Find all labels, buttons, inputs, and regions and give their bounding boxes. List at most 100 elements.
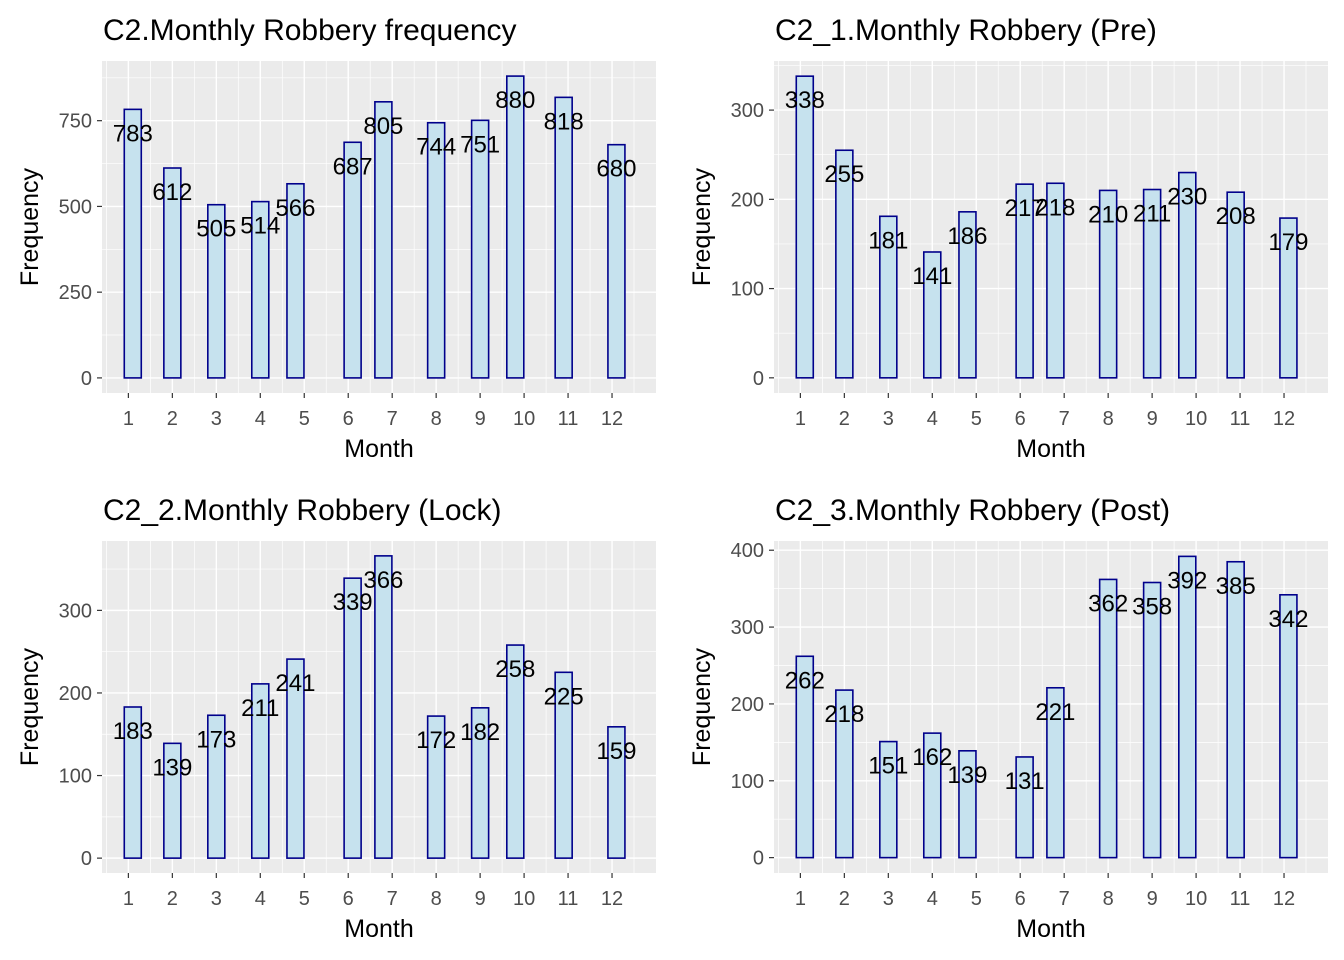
bar — [286, 658, 305, 859]
bar — [1098, 189, 1118, 379]
x-tick-label: 9 — [475, 408, 486, 430]
bar — [879, 215, 898, 379]
bar — [795, 655, 815, 859]
y-tick-label: 750 — [59, 111, 92, 133]
y-tick-label: 100 — [731, 771, 764, 793]
data-label: 342 — [1268, 606, 1308, 633]
bar — [250, 200, 270, 379]
x-tick-label: 7 — [387, 888, 398, 910]
x-tick-label: 12 — [601, 888, 623, 910]
x-tick-label: 8 — [1103, 408, 1114, 430]
x-tick-label: 10 — [1185, 408, 1207, 430]
bar — [1015, 183, 1034, 379]
data-label: 179 — [1268, 229, 1308, 256]
data-label: 183 — [113, 718, 153, 745]
x-tick-label: 5 — [971, 408, 982, 430]
y-tick-label: 300 — [59, 600, 92, 622]
data-label: 751 — [460, 131, 500, 158]
x-axis-title: Month — [344, 435, 413, 463]
y-tick-label: 100 — [59, 766, 92, 788]
x-tick-label: 1 — [795, 888, 806, 910]
x-tick-label: 11 — [1230, 408, 1251, 430]
x-axis-title: Month — [1016, 915, 1085, 943]
data-label: 514 — [240, 213, 280, 240]
x-tick-label: 3 — [211, 888, 222, 910]
y-axis-title: Frequency — [688, 647, 716, 766]
chart-panel-lock: C2_2.Monthly Robbery (Lock) 0 100 200 300 1 2 3… — [0, 480, 672, 960]
y-tick-label: 500 — [59, 196, 92, 218]
x-tick-label: 8 — [431, 888, 442, 910]
bar — [123, 108, 143, 379]
bar — [207, 203, 226, 379]
chart-title: C2_1.Monthly Robbery (Pre) — [775, 14, 1157, 47]
bar — [506, 75, 525, 379]
data-label: 181 — [868, 227, 908, 254]
bar — [922, 251, 942, 379]
x-tick-label: 1 — [795, 408, 806, 430]
chart-svg: C2_3.Monthly Robbery (Post) 0 100 200 300 400… — [688, 494, 1328, 943]
data-label: 221 — [1035, 699, 1075, 726]
x-tick-label: 1 — [123, 888, 134, 910]
y-tick-label: 0 — [753, 848, 764, 870]
data-label: 218 — [824, 701, 864, 728]
data-label: 139 — [152, 754, 192, 781]
x-tick-label: 10 — [1185, 888, 1207, 910]
bar — [163, 742, 182, 859]
x-tick-label: 6 — [1015, 888, 1026, 910]
x-tick-label: 7 — [1059, 408, 1070, 430]
y-tick-label: 0 — [753, 368, 764, 390]
data-label: 186 — [947, 223, 987, 250]
data-label: 173 — [196, 726, 236, 753]
x-tick-label: 2 — [167, 408, 178, 430]
bar — [1279, 593, 1298, 859]
data-label: 218 — [1035, 194, 1075, 221]
x-tick-label: 4 — [255, 408, 266, 430]
bar — [958, 750, 977, 859]
bar — [1046, 686, 1065, 859]
x-tick-label: 6 — [1015, 408, 1026, 430]
data-label: 505 — [196, 216, 236, 243]
bar — [1178, 555, 1197, 859]
y-axis-title: Frequency — [688, 167, 716, 286]
x-tick-label: 5 — [299, 408, 310, 430]
y-tick-label: 400 — [731, 540, 764, 562]
bar — [506, 644, 525, 859]
x-tick-label: 7 — [387, 408, 398, 430]
x-tick-label: 1 — [123, 408, 134, 430]
bar — [426, 121, 446, 379]
x-tick-label: 6 — [343, 888, 354, 910]
y-tick-label: 250 — [59, 282, 92, 304]
x-tick-label: 12 — [1273, 888, 1295, 910]
bar — [554, 96, 573, 379]
data-label: 255 — [824, 161, 864, 188]
data-label: 366 — [363, 567, 403, 594]
bar — [1178, 171, 1197, 379]
data-label: 687 — [333, 153, 373, 180]
data-label: 208 — [1216, 203, 1256, 230]
y-axis-title: Frequency — [16, 167, 44, 286]
bar — [1142, 581, 1162, 859]
data-label: 258 — [495, 656, 535, 683]
data-label: 141 — [912, 263, 952, 290]
x-tick-label: 10 — [513, 888, 535, 910]
data-label: 217 — [1005, 195, 1045, 222]
x-tick-label: 9 — [475, 888, 486, 910]
bar — [163, 167, 182, 379]
bar — [1226, 560, 1245, 859]
data-label: 392 — [1167, 567, 1207, 594]
data-label: 362 — [1088, 590, 1128, 617]
bar — [470, 119, 490, 379]
data-label: 211 — [1133, 201, 1171, 228]
x-tick-label: 4 — [255, 888, 266, 910]
data-label: 566 — [275, 195, 315, 222]
data-label: 131 — [1005, 768, 1045, 795]
bar — [250, 683, 270, 859]
data-label: 151 — [868, 753, 908, 780]
x-tick-label: 3 — [883, 408, 894, 430]
x-tick-label: 9 — [1147, 408, 1158, 430]
x-tick-label: 11 — [1230, 888, 1251, 910]
bar — [123, 706, 143, 859]
y-tick-label: 300 — [731, 100, 764, 122]
bar — [207, 714, 226, 859]
